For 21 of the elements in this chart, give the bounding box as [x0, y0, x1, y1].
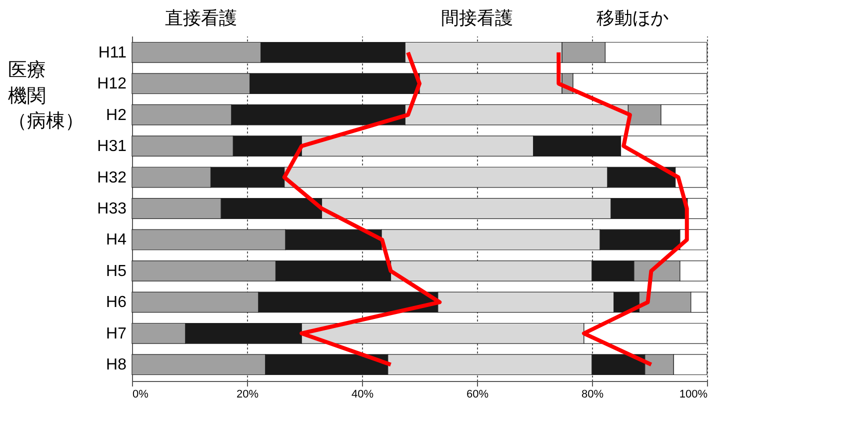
x-tick-label: 40%: [351, 388, 374, 400]
x-tick-label: 100%: [678, 388, 708, 400]
y-tick-label: H32: [96, 169, 126, 186]
x-tick-label: 60%: [466, 388, 488, 400]
text: 間接看護: [440, 8, 513, 29]
text: 直接看護: [164, 8, 237, 29]
x-tick-label: 80%: [581, 388, 604, 400]
text: 移動ほか: [596, 8, 668, 29]
y-tick-label: H5: [106, 262, 126, 280]
y-tick-label: H7: [106, 325, 126, 342]
x-tick-label: 20%: [236, 388, 258, 400]
y-tick-label: H31: [96, 138, 126, 156]
y-tick-label: H11: [98, 44, 126, 62]
x-tick-label: 0%: [132, 388, 148, 400]
y-tick-label: H6: [106, 294, 126, 312]
y-tick-label: H33: [96, 200, 126, 218]
y-tick-label: H4: [106, 232, 126, 249]
y-tick-label: H12: [96, 76, 126, 93]
y-tick-label: H8: [106, 356, 126, 374]
y-axis-title: 医療機関（病棟）: [8, 59, 84, 132]
y-tick-label: H2: [106, 106, 126, 124]
